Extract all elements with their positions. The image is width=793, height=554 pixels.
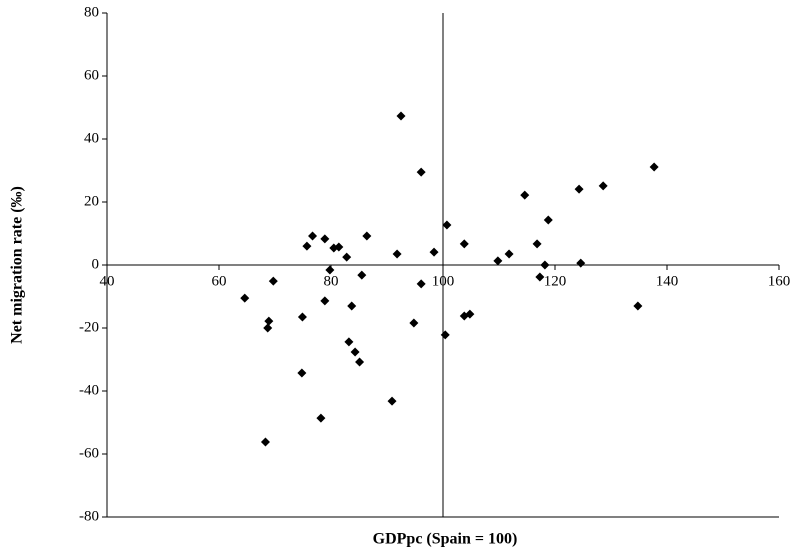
point — [392, 249, 402, 259]
y-axis-title: Net migration rate (‰) — [9, 186, 26, 344]
point — [320, 234, 330, 244]
point — [344, 337, 354, 347]
x-tick-label: 100 — [432, 273, 455, 289]
point — [350, 347, 360, 357]
point — [649, 162, 659, 172]
x-tick-label: 40 — [100, 273, 115, 289]
point — [442, 220, 452, 230]
x-tick-label: 80 — [324, 273, 339, 289]
point — [263, 323, 273, 333]
point — [297, 312, 307, 322]
y-tick-label: 20 — [84, 193, 99, 209]
point — [325, 265, 335, 275]
point — [409, 318, 419, 328]
x-tick-label: 120 — [544, 273, 567, 289]
point — [387, 396, 397, 406]
point — [520, 190, 530, 200]
point — [357, 270, 367, 280]
point — [316, 413, 326, 423]
x-tick-label: 160 — [768, 273, 791, 289]
point — [347, 301, 357, 311]
point — [459, 239, 469, 249]
x-axis-title: GDPpc (Spain = 100) — [373, 531, 518, 548]
point — [598, 181, 608, 191]
point — [532, 239, 542, 249]
y-tick-label: -20 — [79, 319, 99, 335]
point — [574, 184, 584, 194]
point — [264, 316, 274, 326]
y-tick-label: 60 — [84, 67, 99, 83]
y-tick-label: 80 — [84, 4, 99, 20]
point — [268, 276, 278, 286]
point — [302, 241, 312, 251]
point — [493, 256, 503, 266]
y-tick-label: 40 — [84, 130, 99, 146]
point — [440, 330, 450, 340]
point — [240, 293, 250, 303]
y-tick-label: -40 — [79, 382, 99, 398]
point — [260, 437, 270, 447]
y-tick-label: -80 — [79, 508, 99, 524]
y-tick-label: -60 — [79, 445, 99, 461]
point — [633, 301, 643, 311]
point — [320, 296, 330, 306]
y-tick-label: 0 — [92, 256, 100, 272]
point — [504, 249, 514, 259]
point — [416, 167, 426, 177]
point — [308, 231, 318, 241]
point — [535, 272, 545, 282]
point — [465, 309, 475, 319]
x-tick-label: 140 — [656, 273, 679, 289]
point — [540, 260, 550, 270]
point — [576, 258, 586, 268]
point — [396, 111, 406, 121]
point — [416, 279, 426, 289]
point — [334, 242, 344, 252]
point — [362, 231, 372, 241]
point — [297, 368, 307, 378]
point — [355, 357, 365, 367]
x-tick-label: 60 — [212, 273, 227, 289]
point — [429, 247, 439, 257]
point — [342, 252, 352, 262]
point — [543, 215, 553, 225]
